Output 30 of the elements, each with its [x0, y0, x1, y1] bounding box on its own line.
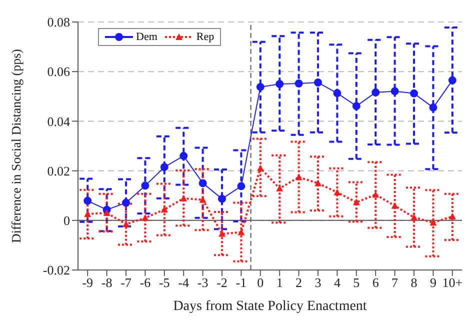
x-tick-label: -5	[158, 275, 170, 290]
y-tick-label: 0.08	[47, 14, 70, 30]
x-tick-label: 2	[296, 275, 302, 290]
x-tick-label: 0	[257, 275, 264, 290]
x-tick-label: -8	[101, 275, 112, 290]
x-tick-label: 5	[353, 275, 360, 290]
x-tick-label: -4	[178, 275, 190, 290]
legend-label: Rep	[196, 31, 214, 43]
x-tick-label: 3	[314, 275, 322, 290]
x-tick-label: -2	[216, 275, 228, 290]
x-tick-label: -9	[82, 275, 94, 290]
y-tick-label: 0.04	[47, 114, 70, 129]
x-tick-label: 1	[276, 275, 283, 290]
x-tick-label: 4	[334, 275, 341, 290]
y-tick-label: 0.02	[47, 163, 70, 178]
y-tick-label: 0.06	[47, 64, 70, 80]
x-tick-label: 7	[392, 275, 399, 290]
x-tick-label: -6	[140, 275, 152, 290]
x-tick-label: 10+	[442, 275, 463, 290]
x-tick-label: 8	[410, 275, 418, 290]
x-axis-title: Days from State Policy Enactment	[173, 299, 367, 314]
x-tick-label: 6	[372, 275, 380, 290]
legend-label: Dem	[136, 31, 158, 43]
x-tick-label: -7	[120, 275, 132, 290]
y-tick-label: 0	[64, 213, 70, 228]
y-tick-label: -0.02	[42, 262, 70, 278]
x-tick-label: 9	[430, 275, 436, 290]
y-axis-title: Difference in Social Distancing (pps)	[8, 49, 24, 243]
x-tick-label: -3	[197, 275, 208, 290]
x-tick-label: -1	[236, 275, 247, 290]
